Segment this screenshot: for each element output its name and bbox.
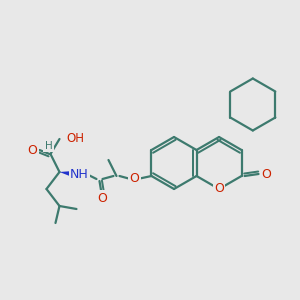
Text: OH: OH	[67, 133, 85, 146]
Text: O: O	[262, 167, 272, 181]
Text: O: O	[214, 182, 224, 196]
Text: O: O	[130, 172, 140, 185]
Text: O: O	[98, 191, 107, 205]
Text: H: H	[45, 141, 52, 151]
Text: O: O	[130, 172, 140, 185]
Text: O: O	[28, 143, 38, 157]
Text: O: O	[28, 143, 38, 157]
Text: O: O	[98, 191, 107, 205]
Text: O: O	[262, 167, 272, 181]
Polygon shape	[59, 171, 73, 177]
Text: O: O	[214, 182, 224, 196]
Text: NH: NH	[70, 167, 89, 181]
Text: OH: OH	[67, 133, 85, 146]
Text: NH: NH	[70, 167, 89, 181]
